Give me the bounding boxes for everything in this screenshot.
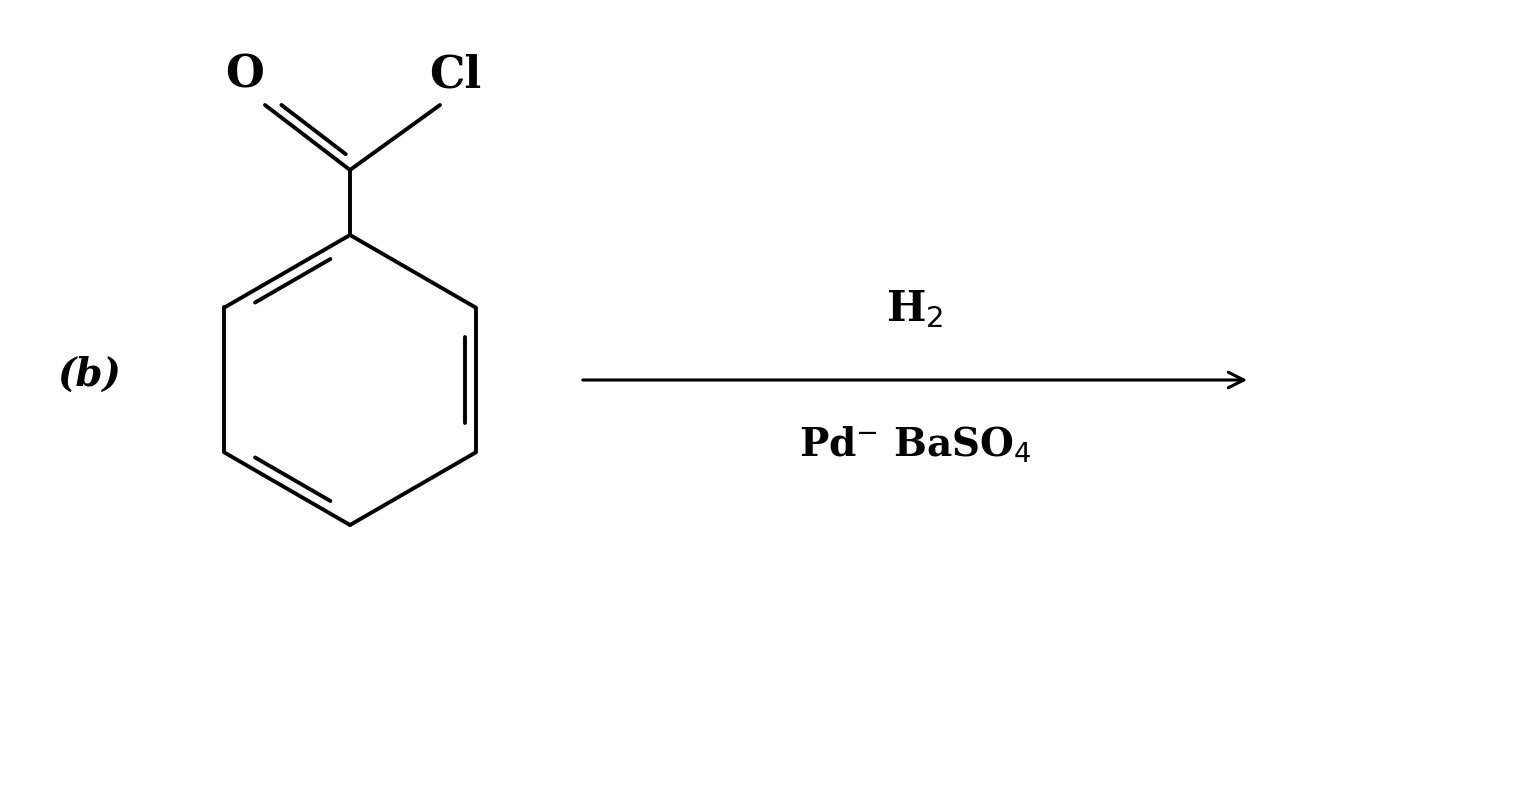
Text: Pd$^{-}$ BaSO$_4$: Pd$^{-}$ BaSO$_4$ [799,425,1032,466]
Text: O: O [226,54,265,97]
Text: H$_2$: H$_2$ [887,288,944,330]
Text: (b): (b) [59,356,122,394]
Text: Cl: Cl [428,54,480,97]
